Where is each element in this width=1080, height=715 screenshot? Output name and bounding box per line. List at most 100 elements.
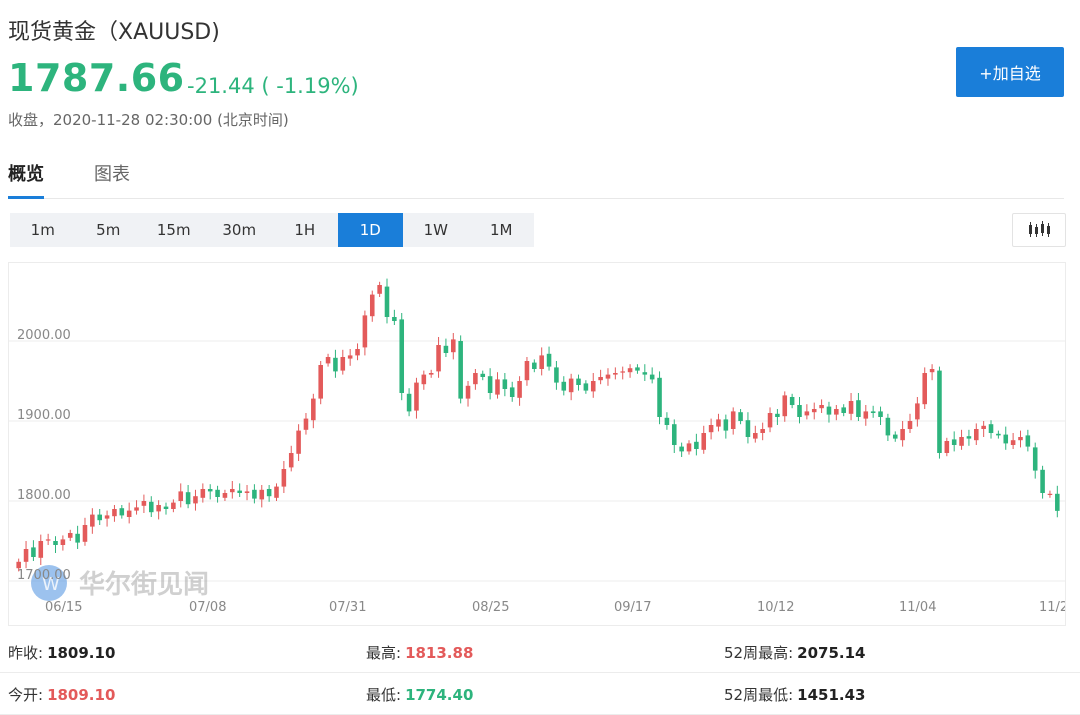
candle-body xyxy=(16,561,21,569)
candle-body xyxy=(185,492,191,505)
candle-body xyxy=(274,486,279,498)
candle xyxy=(620,366,625,380)
candle-body xyxy=(620,371,625,373)
candle xyxy=(185,485,191,509)
candle-body xyxy=(951,439,957,445)
period-1mo[interactable]: 1M xyxy=(490,221,513,239)
period-1h[interactable]: 1H xyxy=(294,221,316,239)
candle xyxy=(126,502,132,524)
candle-body xyxy=(856,400,861,417)
candle xyxy=(966,429,972,446)
y-axis-labels: 2000.00 1900.00 1800.00 1700.00 xyxy=(17,328,71,583)
candle-body xyxy=(826,406,832,415)
candle xyxy=(244,485,250,501)
candle-body xyxy=(296,430,301,454)
period-15m[interactable]: 15m xyxy=(156,221,191,239)
stat-value: 1451.43 xyxy=(797,686,866,704)
candle-body xyxy=(230,489,235,493)
tab-chart[interactable]: 图表 xyxy=(94,164,130,185)
candle-body xyxy=(473,373,478,385)
chart-type-toggle[interactable] xyxy=(1012,213,1066,247)
candle xyxy=(311,393,316,429)
candle xyxy=(863,405,869,426)
candle xyxy=(414,377,419,419)
candle-body xyxy=(333,357,338,372)
candle xyxy=(377,281,382,297)
candle-body xyxy=(819,405,824,409)
candle xyxy=(642,364,648,381)
candle xyxy=(90,508,95,534)
period-1m[interactable]: 1m xyxy=(30,221,55,239)
candle xyxy=(944,437,950,457)
candle xyxy=(671,419,677,453)
candle-body xyxy=(207,489,213,492)
candle xyxy=(819,399,824,413)
candle-body xyxy=(966,436,972,439)
candle xyxy=(288,445,294,472)
candle xyxy=(517,376,522,406)
candle-body xyxy=(222,493,228,498)
candle-body xyxy=(428,373,434,375)
candle xyxy=(826,401,832,423)
period-5m[interactable]: 5m xyxy=(96,221,121,239)
candle xyxy=(421,370,427,390)
candle xyxy=(635,364,640,374)
instrument-title: 现货黄金（XAUUSD) xyxy=(8,20,220,45)
stat-label: 52周最低: xyxy=(724,686,794,704)
tab-overview[interactable]: 概览 xyxy=(8,160,44,199)
candle xyxy=(915,397,920,427)
candle xyxy=(252,484,257,504)
candle-body xyxy=(988,424,994,433)
x-tick-label: 10/12 xyxy=(757,600,794,615)
x-tick-label: 11/04 xyxy=(899,600,936,615)
last-price: 1787.66 xyxy=(8,56,185,100)
market-status: 收盘，2020-11-28 02:30:00 (北京时间) xyxy=(8,111,289,129)
candle-body xyxy=(60,539,66,545)
stats-row-2: 今开: 1809.10 最低: 1774.40 52周最低: 1451.43 xyxy=(0,674,1080,715)
candle-body xyxy=(745,420,751,437)
y-tick-label: 1800.00 xyxy=(17,488,71,503)
candle-body xyxy=(929,369,935,373)
candle-body xyxy=(458,341,463,399)
candle-body xyxy=(465,385,471,399)
candle-body xyxy=(561,381,567,391)
candle xyxy=(907,413,913,433)
period-30m[interactable]: 30m xyxy=(222,221,257,239)
period-1w[interactable]: 1W xyxy=(423,221,448,239)
candle xyxy=(104,510,110,527)
candle-body xyxy=(811,409,817,413)
candle-body xyxy=(974,429,979,441)
candle xyxy=(760,422,765,441)
candle xyxy=(141,494,147,513)
tab-bar: 概览 图表 xyxy=(8,160,1064,199)
candle-body xyxy=(377,285,382,294)
candle xyxy=(259,485,265,508)
candle xyxy=(1047,490,1053,498)
candle xyxy=(834,405,839,421)
candle-body xyxy=(288,453,294,468)
candle xyxy=(789,393,795,409)
candle-body xyxy=(134,507,139,511)
watermark-text: 华尔街见闻 xyxy=(79,569,209,600)
candle xyxy=(67,529,73,541)
candle-body xyxy=(539,355,544,369)
candle-body xyxy=(171,502,176,509)
candle-body xyxy=(1032,447,1038,471)
candle-body xyxy=(568,378,574,393)
candle xyxy=(686,440,692,455)
candle xyxy=(546,346,552,371)
candle-body xyxy=(392,317,397,321)
candle-body xyxy=(576,378,581,385)
period-1d[interactable]: 1D xyxy=(337,213,403,247)
candle xyxy=(679,442,684,457)
candle-body xyxy=(657,377,662,417)
candle xyxy=(929,364,935,381)
candle-body xyxy=(259,489,265,500)
price-chart[interactable]: W 华尔街见闻 2000.00 1900.00 1800.00 1700.00 06/… xyxy=(8,262,1068,626)
stat-label: 52周最高: xyxy=(724,644,794,662)
candle-body xyxy=(1003,434,1009,444)
candle-body xyxy=(414,382,419,411)
add-to-watchlist-button[interactable]: +加自选 xyxy=(956,47,1064,97)
candle xyxy=(207,484,213,500)
candle-body xyxy=(104,515,110,519)
